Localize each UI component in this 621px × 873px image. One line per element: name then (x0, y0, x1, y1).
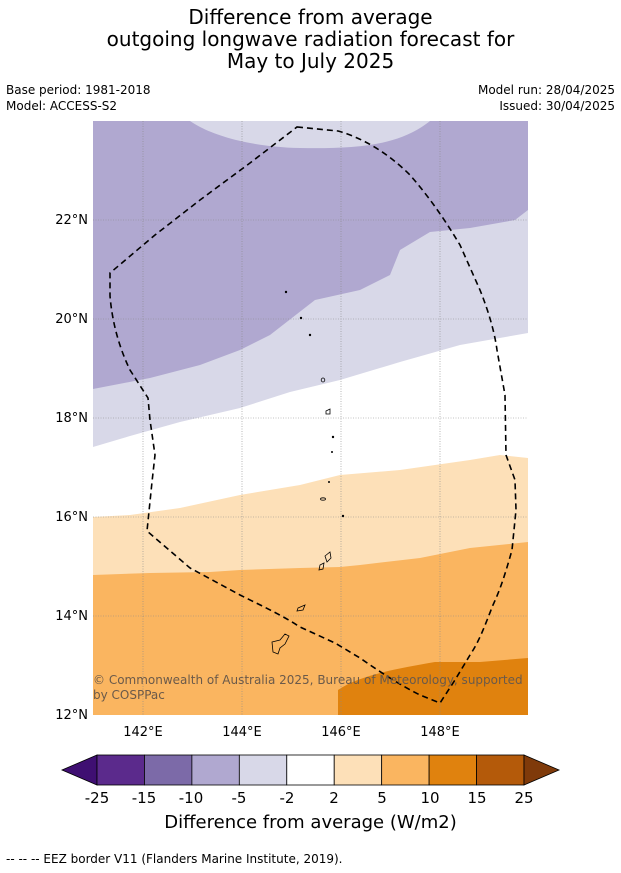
colorbar-segment (428, 754, 477, 786)
colorbar-segment (286, 754, 335, 786)
colorbar-tick: -2 (280, 789, 295, 807)
meta-right: Model run: 28/04/2025 Issued: 30/04/2025 (478, 82, 615, 114)
colorbar-segment (333, 754, 383, 786)
lat-labels: 12°N 14°N 16°N 18°N 20°N 22°N (55, 213, 88, 723)
colorbar-segment (381, 754, 430, 786)
colorbar-tick: 25 (514, 789, 533, 807)
colorbar-extend-low (60, 754, 98, 786)
title-line-2: outgoing longwave radiation forecast for (106, 27, 515, 51)
model-run: Model run: 28/04/2025 (477, 83, 615, 97)
colorbar-tick: -10 (179, 789, 204, 807)
colorbar-segment (476, 754, 525, 786)
island (330, 450, 333, 453)
title-line-1: Difference from average (188, 5, 433, 29)
island (331, 435, 335, 439)
lon-label: 148°E (420, 725, 460, 740)
base-period: Base period: 1981-2018 (6, 83, 151, 97)
islands (271, 290, 345, 655)
lat-label: 20°N (55, 312, 88, 327)
meta-left: Base period: 1981-2018 Model: ACCESS-S2 (6, 82, 151, 114)
model-name: Model: ACCESS-S2 (6, 99, 118, 113)
lat-label: 18°N (55, 411, 88, 426)
colorbar-tick: 10 (420, 789, 439, 807)
band-10-to-15 (338, 658, 528, 715)
island (320, 497, 326, 501)
island-rota (296, 604, 306, 612)
island (341, 514, 345, 518)
lat-label: 16°N (55, 510, 88, 525)
graticule (93, 121, 528, 715)
colorbar-segment (238, 754, 288, 786)
island-tinian (318, 562, 325, 571)
island-saipan (324, 551, 332, 563)
island (327, 480, 330, 483)
lon-labels: 142°E 144°E 146°E 148°E (123, 725, 460, 740)
map-title: Difference from average outgoing longwav… (0, 6, 621, 72)
lon-label: 142°E (123, 725, 163, 740)
lat-label: 12°N (55, 708, 88, 723)
forecast-map: © Commonwealth of Australia 2025, Bureau… (55, 121, 561, 807)
colorbar-tick: 2 (329, 789, 339, 807)
band-minus-5-to-minus-10 (93, 121, 528, 389)
colorbar-tick: 5 (377, 789, 387, 807)
copyright-line-1: © Commonwealth of Australia 2025, Bureau… (93, 673, 523, 687)
colorbar-segment (96, 754, 145, 786)
island (299, 316, 303, 320)
lon-label: 146°E (321, 725, 361, 740)
title-line-3: May to July 2025 (226, 49, 395, 73)
eez-border (109, 126, 517, 704)
colorbar-segment (191, 754, 240, 786)
colorbar-ticks: -25 -15 -10 -5 -2 2 5 10 15 25 (85, 789, 534, 807)
colorbar-extend-high (523, 754, 561, 786)
colorbar-label: Difference from average (W/m2) (164, 812, 457, 833)
island-guam (271, 633, 290, 655)
footnote: -- -- -- EEZ border V11 (Flanders Marine… (6, 852, 343, 866)
island (325, 408, 331, 415)
island (308, 333, 312, 337)
lat-label: 14°N (55, 609, 88, 624)
colorbar-tick: 15 (467, 789, 486, 807)
colorbar-tick: -25 (85, 789, 110, 807)
colorbar-tick: -15 (132, 789, 157, 807)
colorbar-tick: -5 (232, 789, 247, 807)
lat-label: 22°N (55, 213, 88, 228)
colorbar (60, 754, 561, 786)
copyright-line-2: by COSPPac (93, 688, 165, 702)
island (320, 377, 326, 383)
colorbar-segment (144, 754, 193, 786)
issued-date: Issued: 30/04/2025 (499, 99, 615, 113)
island (284, 290, 288, 294)
lon-label: 144°E (222, 725, 262, 740)
